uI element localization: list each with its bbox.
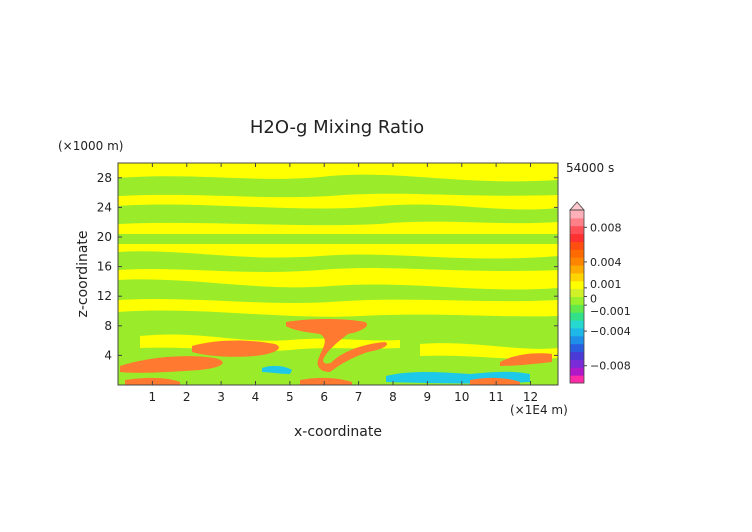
x-tick-label: 1 <box>149 390 157 404</box>
x-tick-label: 2 <box>183 390 191 404</box>
contour-field <box>117 162 559 386</box>
colorbar-swatch <box>570 288 584 297</box>
x-tick-label: 11 <box>488 390 503 404</box>
colorbar-swatch <box>570 272 584 282</box>
contour-high-region <box>470 377 520 385</box>
colorbar-label: 0.008 <box>590 221 622 234</box>
colorbar-swatch <box>570 343 584 353</box>
colorbar-swatch <box>570 241 584 250</box>
y-tick-label: 20 <box>97 230 112 244</box>
y-axis-unit: (×1000 m) <box>58 139 123 153</box>
x-tick-label: 10 <box>454 390 469 404</box>
chart-title: H2O-g Mixing Ratio <box>250 117 424 138</box>
x-axis-unit: (×1E4 m) <box>510 403 568 417</box>
x-tick-label: 7 <box>355 390 363 404</box>
colorbar-label: 0.001 <box>590 278 622 291</box>
colorbar-swatch <box>570 225 584 235</box>
contour-band-green <box>118 279 558 303</box>
colorbar-swatch <box>570 359 584 368</box>
contour-low-region <box>262 365 292 374</box>
x-tick-label: 5 <box>286 390 294 404</box>
contour-high-region <box>500 353 552 366</box>
colorbar: 0.008 0.004 0.001 0−0.001 −0.004 −0.008 <box>569 201 631 384</box>
colorbar-swatch <box>570 210 584 219</box>
colorbar-swatch <box>570 265 584 274</box>
y-tick-label: 28 <box>97 171 112 185</box>
contour-band-green <box>118 234 558 244</box>
x-tick-label: 6 <box>320 390 328 404</box>
contour-high-region <box>286 319 388 372</box>
y-tick-label: 4 <box>104 348 112 362</box>
colorbar-swatch <box>570 249 584 258</box>
colorbar-swatch <box>570 217 584 227</box>
colorbar-extend-arrow <box>569 201 585 211</box>
colorbar-swatch <box>570 335 584 345</box>
colorbar-swatch <box>570 327 584 337</box>
colorbar-label: −0.004 <box>590 325 631 338</box>
colorbar-swatch <box>570 304 584 313</box>
x-tick-label: 3 <box>217 390 225 404</box>
x-axis: 1 2 3 4 5 6 7 8 9 10 11 12 <box>149 163 538 404</box>
y-axis-label: z-coordinate <box>75 230 91 317</box>
contour-band-green <box>118 204 558 226</box>
y-tick-label: 24 <box>97 200 112 214</box>
x-tick-label: 9 <box>424 390 432 404</box>
colorbar-swatch <box>570 280 584 290</box>
colorbar-swatch <box>570 233 584 242</box>
colorbar-swatch <box>570 375 584 384</box>
y-tick-label: 16 <box>97 260 112 274</box>
contour-high-region <box>192 340 279 357</box>
colorbar-swatch <box>570 296 584 305</box>
contour-band-green <box>118 174 558 198</box>
colorbar-label: 0.004 <box>590 256 622 269</box>
colorbar-label: 0 <box>590 293 597 306</box>
colorbar-swatch <box>570 257 584 266</box>
plot-frame <box>117 162 559 386</box>
colorbar-swatch <box>570 320 584 329</box>
x-tick-label: 4 <box>252 390 260 404</box>
x-tick-label: 8 <box>389 390 397 404</box>
contour-high-region <box>300 377 352 385</box>
colorbar-label: −0.001 <box>590 305 631 318</box>
colorbar-swatch <box>570 312 584 321</box>
contour-high-region <box>120 356 223 373</box>
y-tick-label: 12 <box>97 289 112 303</box>
x-axis-label: x-coordinate <box>294 424 382 440</box>
colorbar-swatch <box>570 367 584 376</box>
contour-band-green <box>118 251 558 272</box>
x-tick-label: 12 <box>523 390 538 404</box>
colorbar-swatch <box>570 351 584 360</box>
time-label: 54000 s <box>566 161 614 175</box>
colorbar-label: −0.008 <box>590 360 631 373</box>
y-axis: 4 8 12 16 20 24 28 <box>97 171 558 362</box>
y-tick-label: 8 <box>104 319 112 333</box>
